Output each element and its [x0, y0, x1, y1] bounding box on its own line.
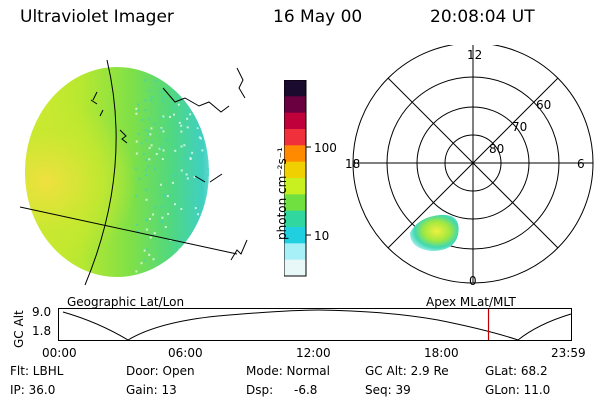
- colorbar-tick-100: 100: [314, 141, 337, 155]
- coastline: [119, 129, 128, 144]
- lat-label-80: 80: [489, 142, 505, 156]
- glon-status: GLon: 11.0: [485, 383, 551, 397]
- mlt-label-0: 0: [469, 274, 477, 288]
- mlt-label-6: 6: [577, 157, 585, 171]
- door-status: Door: Open: [126, 364, 195, 378]
- colorbar-unit-label: photon cm⁻²s⁻¹: [275, 147, 289, 240]
- dsp-label: Dsp:: [246, 383, 274, 397]
- colorbar-cell: [284, 96, 306, 114]
- ip-status: IP: 36.0: [10, 383, 56, 397]
- geographic-auroral-image: [19, 59, 248, 286]
- mode-status: Mode: Normal: [246, 364, 330, 378]
- lat-label-70: 70: [512, 120, 528, 134]
- time-tick-1800: 18:00: [424, 346, 459, 360]
- altitude-ytick-9: 9.0: [32, 305, 52, 319]
- colorbar-cell: [284, 210, 306, 228]
- altitude-ytick-1.8: 1.8: [32, 324, 52, 338]
- meridian-line: [84, 59, 117, 286]
- gcalt-status: GC Alt: 2.9 Re: [365, 364, 449, 378]
- geographic-caption: Geographic Lat/Lon: [67, 295, 185, 309]
- altitude-ylabel: GC Alt: [12, 310, 26, 348]
- date-label: 16 May 00: [273, 7, 363, 27]
- mlt-label-12: 12: [467, 48, 483, 62]
- colorbar-cell: [284, 227, 306, 244]
- coastline: [162, 87, 230, 113]
- altitude-curve: [62, 309, 572, 341]
- altitude-trace-plot: [58, 308, 572, 341]
- coastline: [230, 239, 248, 261]
- dsp-value: -6.8: [294, 383, 318, 397]
- colorbar-cell: [284, 80, 306, 97]
- colorbar-cell: [284, 178, 306, 195]
- colorbar-cell: [284, 161, 306, 179]
- colorbar-cell: [284, 112, 306, 130]
- auroral-oval-patch: [410, 214, 459, 251]
- gain-status: Gain: 13: [126, 383, 177, 397]
- polar-mlt-plot: [352, 45, 594, 284]
- seq-status: Seq: 39: [365, 383, 411, 397]
- filter-status: Flt: LBHL: [10, 364, 64, 378]
- colorbar-cell: [284, 194, 306, 212]
- colorbar-cell: [284, 259, 306, 277]
- colorbar-cell: [284, 129, 306, 146]
- mlt-label-18: 18: [345, 157, 361, 171]
- time-tick-1200: 12:00: [296, 346, 331, 360]
- colorbar-tick-10: 10: [314, 229, 330, 243]
- intensity-colorbar: [284, 80, 311, 277]
- lat-label-60: 60: [536, 98, 552, 112]
- time-tick-0600: 06:00: [168, 346, 203, 360]
- instrument-title: Ultraviolet Imager: [20, 7, 174, 27]
- colorbar-cell: [284, 243, 306, 261]
- time-tick-2359: 23:59: [551, 346, 586, 360]
- coastline: [90, 91, 104, 117]
- colorbar-cell: [284, 145, 306, 163]
- latitude-line: [19, 206, 238, 255]
- coastline: [194, 173, 223, 183]
- coastline: [236, 67, 246, 99]
- time-tick-0000: 00:00: [42, 346, 77, 360]
- glat-status: GLat: 68.2: [485, 364, 548, 378]
- time-label: 20:08:04 UT: [430, 7, 535, 27]
- apex-caption: Apex MLat/MLT: [426, 295, 516, 309]
- polar-diagonal: [387, 77, 559, 249]
